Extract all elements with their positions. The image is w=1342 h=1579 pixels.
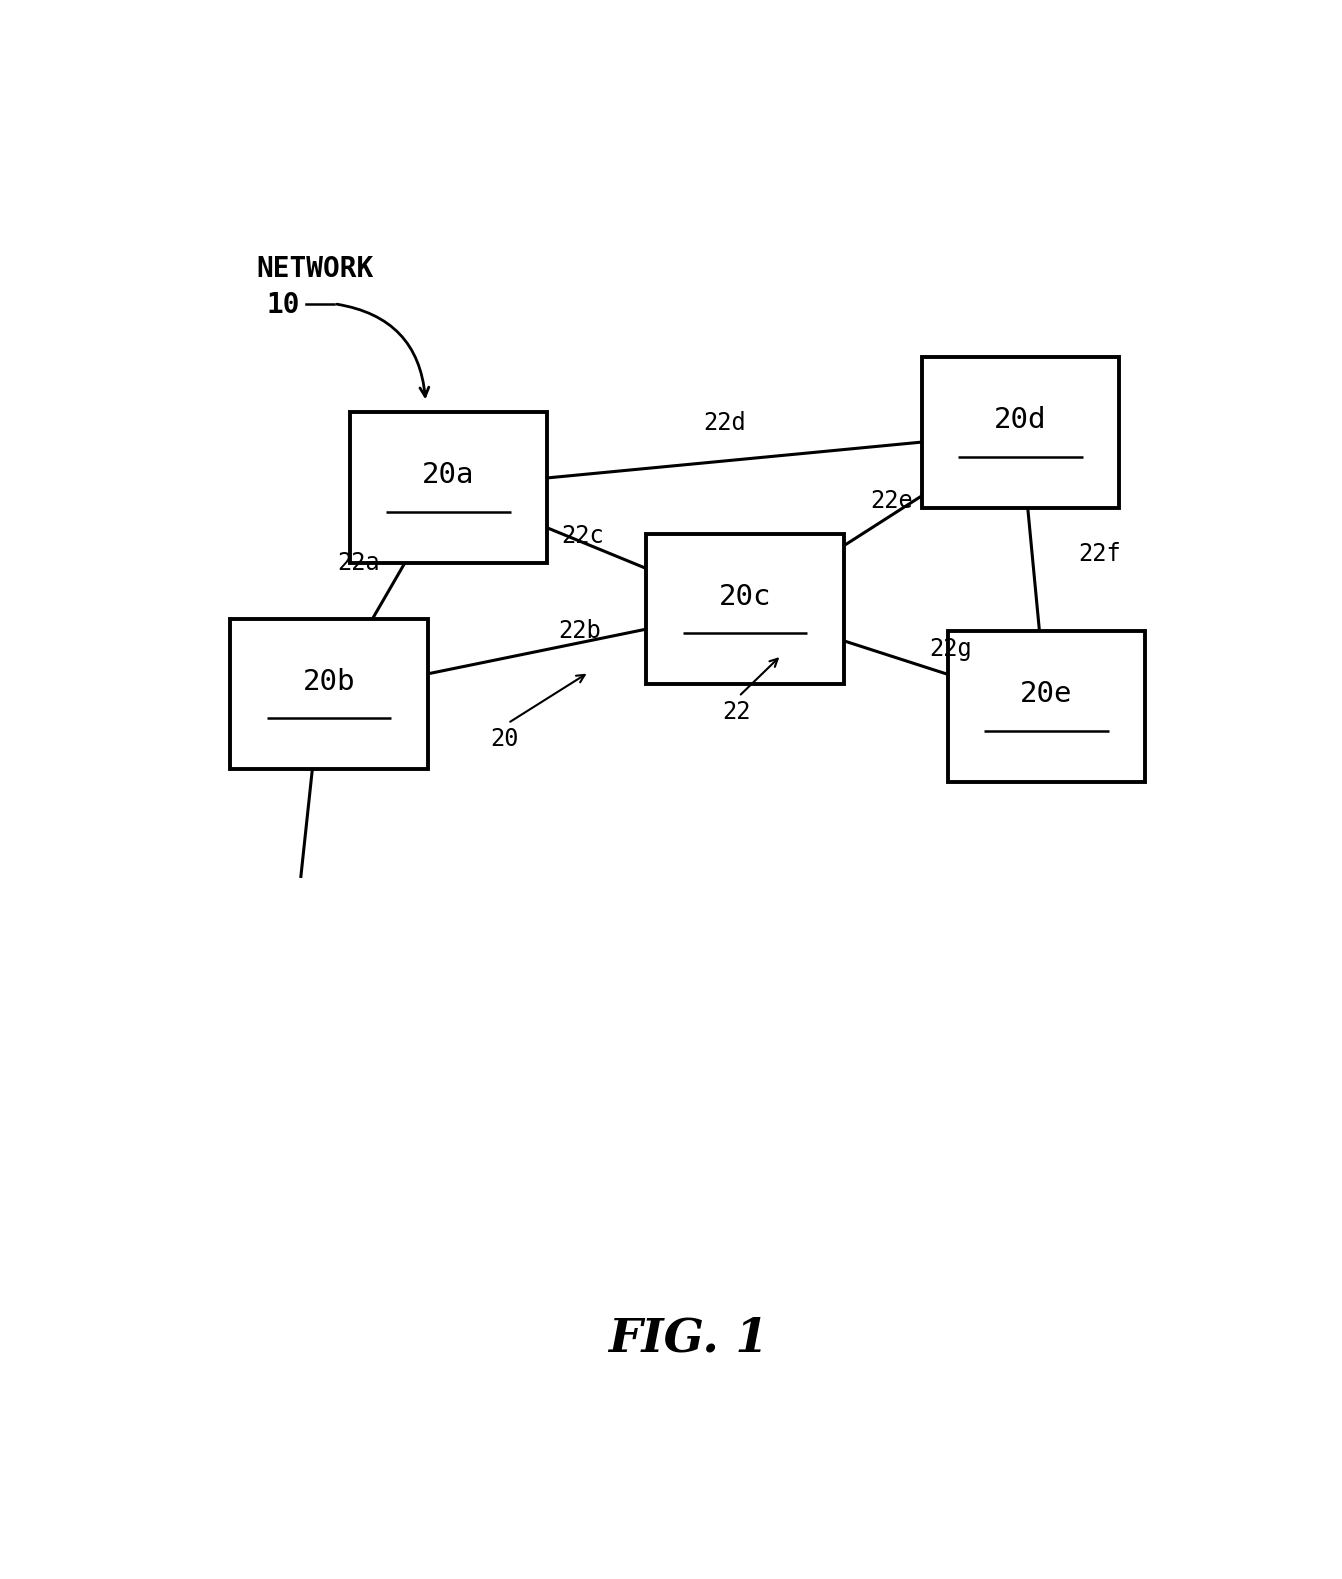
FancyBboxPatch shape xyxy=(647,534,844,684)
Text: 22g: 22g xyxy=(929,636,972,662)
Text: NETWORK: NETWORK xyxy=(256,254,373,283)
Text: 20a: 20a xyxy=(423,461,475,489)
Text: 22: 22 xyxy=(722,701,750,725)
FancyBboxPatch shape xyxy=(947,632,1145,782)
Text: 22e: 22e xyxy=(870,489,913,513)
Text: 20d: 20d xyxy=(994,406,1047,434)
Text: 22f: 22f xyxy=(1078,542,1121,567)
Text: 22a: 22a xyxy=(337,551,380,575)
Text: 20e: 20e xyxy=(1020,681,1072,707)
FancyBboxPatch shape xyxy=(231,619,428,769)
Text: 20c: 20c xyxy=(719,583,772,611)
Text: 22b: 22b xyxy=(558,619,600,643)
FancyBboxPatch shape xyxy=(922,357,1119,508)
FancyBboxPatch shape xyxy=(350,412,548,562)
Text: 20: 20 xyxy=(490,726,518,752)
Text: 10: 10 xyxy=(267,291,301,319)
Text: 20b: 20b xyxy=(303,668,356,696)
Text: 22d: 22d xyxy=(703,411,746,434)
Text: FIG. 1: FIG. 1 xyxy=(608,1315,768,1361)
Text: 22c: 22c xyxy=(561,524,604,548)
